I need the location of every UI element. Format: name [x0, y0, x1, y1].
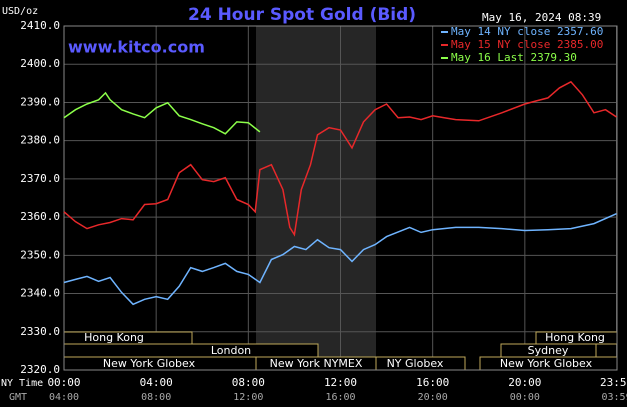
sessions: Hong Kong London New York Globex New Yor…: [63, 331, 618, 371]
session-label: NY Globex: [387, 357, 444, 370]
ny-time-label: NY Time: [1, 378, 43, 389]
gmt-tick-label: 16:00: [325, 392, 355, 403]
x-tick-label: 12:00: [324, 376, 357, 389]
legend-label: May 15 NY close 2385.00: [451, 38, 603, 51]
x-tick-label: 00:00: [47, 376, 80, 389]
session-label: London: [211, 344, 251, 357]
y-tick-label: 2330.0: [20, 325, 60, 338]
gmt-tick-label: 03:59: [601, 392, 627, 403]
y-tick-label: 2390.0: [20, 95, 60, 108]
session-label: Hong Kong: [545, 331, 605, 344]
x-tick-label: 20:00: [508, 376, 541, 389]
series-line: [63, 91, 261, 135]
y-tick-label: 2410.0: [20, 19, 60, 32]
session-label: Hong Kong: [84, 331, 144, 344]
y-tick-label: 2360.0: [20, 210, 60, 223]
gmt-label: GMT: [9, 392, 27, 403]
session-label: New York Globex: [103, 357, 196, 370]
ny-session-shade: [256, 26, 376, 370]
legend-label: May 16 Last 2379.30: [451, 51, 577, 64]
session-label: New York Globex: [500, 357, 593, 370]
session-label: Sydney: [528, 344, 569, 357]
gmt-tick-label: 00:00: [510, 392, 540, 403]
y-tick-label: 2380.0: [20, 134, 60, 147]
y-tick-label: 2370.0: [20, 172, 60, 185]
source: www.kitco.com: [68, 38, 205, 57]
x-tick-label: 04:00: [140, 376, 173, 389]
gmt-tick-label: 20:00: [418, 392, 448, 403]
y-tick-label: 2340.0: [20, 287, 60, 300]
plot-frame: [63, 25, 618, 371]
session-bar: [63, 343, 319, 358]
x-tick-label: 23:59: [600, 376, 627, 389]
y-tick-label: 2350.0: [20, 248, 60, 261]
y-unit: USD/oz: [2, 6, 38, 17]
series-line: [63, 213, 617, 306]
timestamp: May 16, 2024 08:39: [482, 11, 601, 24]
gmt-tick-label: 12:00: [233, 392, 263, 403]
x-tick-label: 08:00: [232, 376, 265, 389]
y-tick-label: 2320.0: [20, 363, 60, 376]
x-tick-label: 16:00: [416, 376, 449, 389]
legend-label: May 14 NY close 2357.60: [451, 25, 603, 38]
gmt-tick-label: 04:00: [49, 392, 79, 403]
chart-title: 24 Hour Spot Gold (Bid): [188, 5, 416, 25]
session-label: New York NYMEX: [270, 357, 363, 370]
y-tick-label: 2400.0: [20, 57, 60, 70]
gmt-tick-label: 08:00: [141, 392, 171, 403]
series-line: [63, 80, 617, 237]
